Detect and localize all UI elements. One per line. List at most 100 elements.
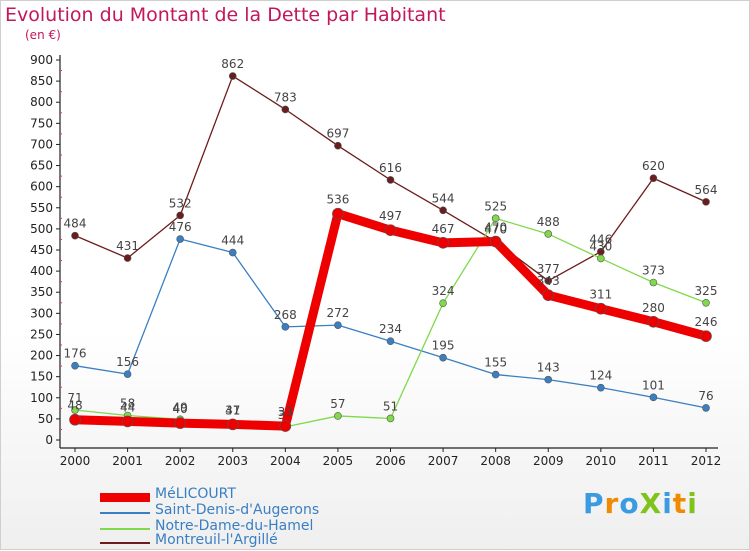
data-label: 325: [695, 284, 718, 298]
legend-swatch: [100, 542, 150, 544]
data-point: [228, 248, 237, 257]
data-point: [334, 141, 342, 150]
legend-label: Saint-Denis-d'Augerons: [155, 502, 320, 518]
y-tick-label: 650: [30, 159, 53, 173]
data-label: 544: [432, 191, 455, 205]
logo-letter: t: [672, 487, 688, 520]
data-label: 616: [379, 161, 402, 175]
data-label: 430: [589, 239, 612, 253]
proxiti-logo: ProXiti: [583, 487, 698, 520]
data-point: [71, 361, 79, 370]
data-point: [123, 370, 132, 378]
y-tick-label: 250: [30, 327, 53, 341]
y-tick-label: 850: [30, 74, 53, 88]
data-label: 48: [67, 399, 82, 413]
data-label: 446: [589, 233, 612, 247]
data-point: [647, 315, 660, 328]
logo-letter: X: [639, 487, 663, 520]
data-label: 470: [484, 221, 507, 235]
data-label: 268: [274, 308, 297, 322]
data-point: [123, 254, 132, 262]
data-label: 155: [484, 356, 507, 370]
data-point: [176, 235, 184, 243]
logo-letter: i: [662, 487, 673, 520]
data-label: 532: [169, 196, 192, 210]
x-tick-label: 2005: [323, 454, 354, 468]
data-label: 783: [274, 90, 297, 104]
data-label: 272: [326, 306, 349, 320]
data-point: [71, 406, 79, 414]
data-label: 124: [589, 369, 612, 383]
data-point: [386, 414, 395, 423]
data-point: [386, 337, 395, 346]
x-tick-label: 2012: [691, 454, 722, 468]
legend-swatch: [100, 528, 150, 530]
x-tick-label: 2003: [217, 454, 248, 468]
data-label: 49: [173, 400, 188, 414]
data-point: [542, 289, 555, 301]
data-label: 234: [379, 322, 402, 336]
data-label: 444: [221, 234, 244, 248]
logo-letter: o: [619, 487, 640, 520]
data-point: [544, 375, 553, 384]
data-label: 862: [221, 57, 244, 71]
data-point: [702, 198, 710, 206]
data-label: 311: [589, 288, 612, 302]
data-point: [281, 105, 290, 114]
x-tick-label: 2000: [60, 454, 91, 468]
data-label: 280: [642, 301, 665, 315]
data-label: 76: [698, 389, 713, 403]
data-label: 143: [537, 361, 560, 375]
data-point: [702, 404, 710, 412]
data-point: [334, 412, 342, 420]
data-point: [176, 211, 184, 220]
legend-label: Notre-Dame-du-Hamel: [155, 518, 314, 534]
data-label: 476: [169, 220, 192, 234]
chart-subtitle: (en €): [25, 28, 61, 42]
data-label: 40: [173, 402, 188, 416]
x-tick-label: 2010: [586, 454, 617, 468]
y-tick-label: 450: [30, 243, 53, 257]
data-point: [226, 418, 239, 431]
data-label: 71: [67, 391, 82, 405]
y-tick-label: 900: [30, 53, 53, 67]
data-label: 467: [432, 222, 455, 236]
data-label: 343: [537, 274, 560, 288]
legend-swatch: [100, 512, 150, 514]
y-tick-label: 600: [30, 180, 53, 194]
data-label: 101: [642, 378, 665, 392]
data-point: [649, 174, 658, 183]
data-label: 33: [278, 405, 293, 419]
legend-label: MéLICOURT: [155, 486, 236, 502]
y-tick-label: 100: [30, 391, 53, 405]
data-point: [228, 72, 237, 80]
data-label: 195: [432, 339, 455, 353]
legend-label: Montreuil-l'Argillé: [155, 532, 278, 548]
data-point: [71, 231, 79, 240]
y-tick-label: 550: [30, 201, 53, 215]
x-tick-label: 2008: [480, 454, 511, 468]
data-label: 497: [379, 209, 402, 223]
data-point: [69, 413, 81, 426]
data-label: 470: [484, 223, 507, 237]
logo-letter: P: [583, 487, 605, 520]
data-point: [174, 417, 186, 429]
data-label: 431: [116, 239, 139, 253]
data-point: [595, 302, 607, 315]
chart-title: Evolution du Montant de la Dette par Hab…: [5, 4, 446, 26]
data-point: [702, 298, 710, 307]
y-tick-label: 150: [30, 370, 53, 384]
data-point: [439, 206, 447, 215]
x-tick-label: 2006: [375, 454, 406, 468]
data-label: 525: [484, 199, 507, 213]
data-point: [489, 235, 502, 248]
data-label: 324: [432, 284, 455, 298]
y-tick-label: 350: [30, 285, 53, 299]
data-point: [491, 214, 500, 223]
y-tick-label: 300: [30, 306, 53, 320]
data-point: [384, 224, 397, 236]
data-point: [279, 420, 292, 432]
data-point: [439, 353, 447, 362]
